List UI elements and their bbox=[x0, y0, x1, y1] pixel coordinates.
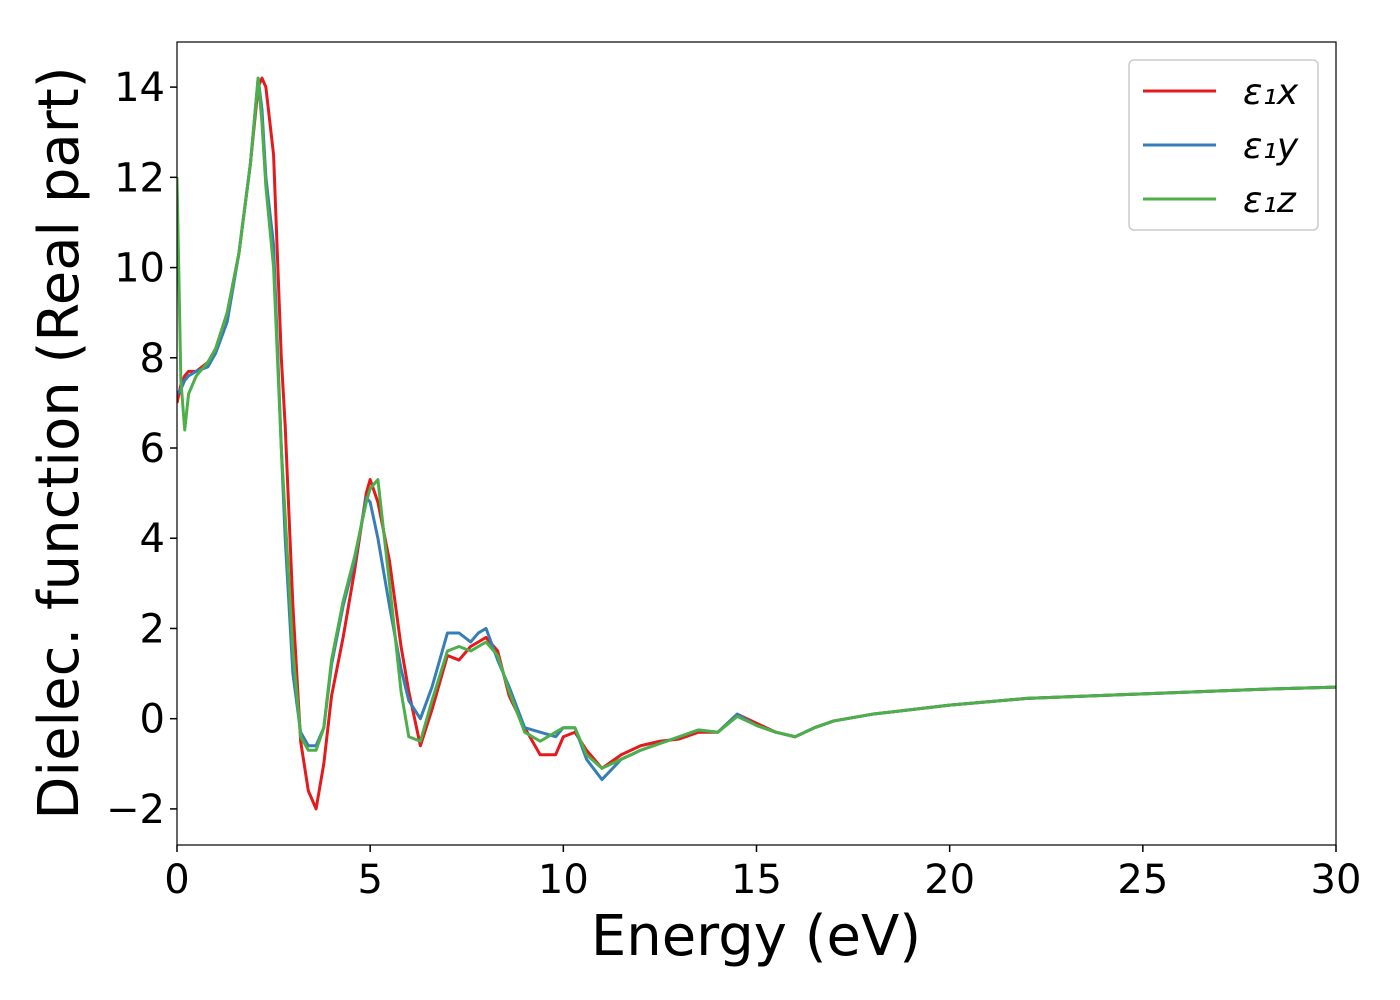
y-tick-label: 4 bbox=[140, 516, 165, 562]
x-tick-label: 30 bbox=[1311, 857, 1362, 903]
y-tick-label: 10 bbox=[114, 246, 165, 292]
y-tick-label: 0 bbox=[140, 697, 165, 743]
x-tick-label: 20 bbox=[924, 857, 975, 903]
x-tick-label: 10 bbox=[538, 857, 589, 903]
x-axis-label: Energy (eV) bbox=[591, 904, 921, 969]
y-tick-label: 6 bbox=[140, 426, 165, 472]
data-line bbox=[177, 76, 1336, 770]
y-tick-label: 12 bbox=[114, 155, 165, 201]
y-tick-label: 8 bbox=[140, 336, 165, 382]
y-tick-label: −2 bbox=[106, 787, 165, 833]
x-tick-label: 5 bbox=[357, 857, 382, 903]
x-tick-label: 0 bbox=[164, 857, 189, 903]
legend-label: ε₁x bbox=[1243, 72, 1299, 113]
legend-label: ε₁z bbox=[1243, 180, 1297, 221]
x-tick-label: 15 bbox=[731, 857, 782, 903]
y-tick-label: 2 bbox=[140, 606, 165, 652]
y-tick-label: 14 bbox=[114, 65, 165, 111]
y-axis-label: Dielec. function (Real part) bbox=[27, 66, 92, 819]
legend-label: ε₁y bbox=[1243, 126, 1299, 167]
x-tick-label: 25 bbox=[1117, 857, 1168, 903]
legend-box bbox=[1128, 59, 1319, 231]
plot-frame bbox=[176, 41, 1337, 846]
